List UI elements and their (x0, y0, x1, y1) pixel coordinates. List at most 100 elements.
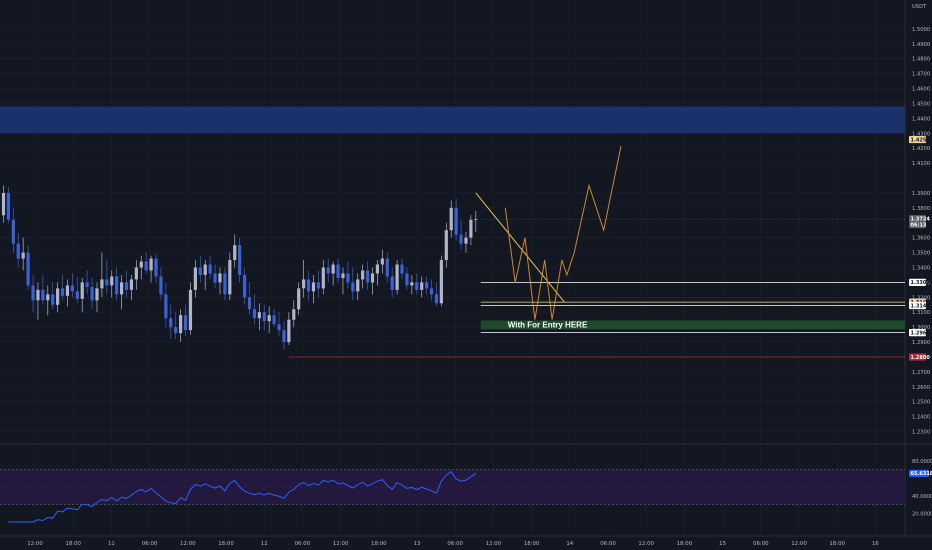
candle-body (110, 276, 114, 286)
candle-body (31, 285, 35, 301)
price-tick-label: 1.4900 (912, 42, 930, 48)
candle-body (154, 258, 158, 277)
entry-zone-label: With For Entry HERE (508, 321, 588, 330)
entry-zone (480, 320, 905, 330)
candle-body (11, 219, 15, 244)
price-tick-label: 1.3000 (912, 325, 930, 331)
candle-body (341, 273, 345, 278)
candle-body (100, 279, 104, 289)
candle-body (36, 289, 40, 301)
time-tick-label: 12:00 (333, 541, 349, 547)
time-tick-label: 15 (719, 541, 726, 547)
time-tick-label: 11 (108, 541, 115, 547)
price-tick-label: 1.3900 (912, 191, 930, 197)
candle-body (444, 230, 448, 261)
rsi-tick-label: 20.0000 (912, 511, 932, 517)
last-price-tag (909, 215, 926, 229)
time-tick-label: 18:00 (65, 541, 81, 547)
candle-body (90, 286, 94, 301)
candle-body (134, 267, 138, 280)
candle-body (188, 289, 193, 331)
time-tick-label: 14 (566, 541, 573, 547)
price-tick-label: 1.4100 (912, 161, 930, 167)
candle-body (385, 258, 389, 277)
price-tick-label: 1.3600 (912, 236, 930, 242)
candle-body (331, 264, 335, 274)
candle-body (56, 288, 60, 305)
price-tick-label: 1.4700 (912, 72, 930, 78)
price-tick-label: 1.2500 (912, 400, 930, 406)
candle-body (405, 273, 409, 286)
candle-body (164, 294, 168, 319)
candle-body (179, 315, 183, 334)
candle-body (449, 207, 453, 231)
candle-body (119, 282, 124, 295)
price-tick-label: 1.3100 (912, 310, 930, 316)
candle-body (292, 309, 296, 320)
candle-body (233, 245, 237, 261)
time-tick-label: 12:00 (791, 541, 807, 547)
candle-body (218, 273, 222, 283)
candle-body (370, 273, 375, 283)
candle-body (174, 327, 178, 334)
candle-body (169, 318, 173, 328)
candle-body (228, 260, 232, 295)
candle-body (60, 288, 65, 296)
candle-body (105, 279, 109, 286)
candle-body (51, 294, 55, 305)
candle-body (70, 285, 74, 292)
candle-body (129, 279, 134, 290)
time-tick-label: 16 (872, 541, 879, 547)
candle-body (425, 282, 429, 289)
candle-body (262, 312, 266, 322)
time-tick-label: 18:00 (829, 541, 845, 547)
candle-body (434, 294, 439, 304)
candle-body (26, 252, 30, 286)
candle-body (326, 267, 330, 274)
price-level-tag (909, 278, 926, 287)
candle-body (400, 264, 404, 274)
candle-body (321, 267, 325, 289)
time-tick-label: 12:00 (27, 541, 43, 547)
time-tick-label: 06:00 (447, 541, 463, 547)
time-tick-label: 12:00 (638, 541, 654, 547)
time-tick-label: 06:00 (142, 541, 158, 547)
candle-body (257, 312, 261, 319)
candle-body (459, 234, 463, 244)
time-tick-label: 18:00 (218, 541, 234, 547)
candle-body (336, 264, 340, 278)
price-tick-label: 1.4300 (912, 131, 930, 137)
time-tick-label: 18:00 (371, 541, 387, 547)
time-tick-label: 06:00 (753, 541, 769, 547)
price-tick-label: 1.4400 (912, 116, 930, 122)
price-tick-label: 1.2700 (912, 370, 930, 376)
candle-body (75, 291, 79, 299)
price-tick-label: 1.4200 (912, 146, 930, 152)
candle-body (375, 264, 380, 274)
candle-body (252, 309, 257, 319)
candle-body (311, 282, 316, 292)
supply-zone (0, 106, 905, 134)
candle-body (21, 252, 25, 259)
price-tick-label: 1.2600 (912, 385, 930, 391)
candle-body (203, 264, 207, 275)
candle-body (415, 282, 419, 290)
candle-body (282, 330, 286, 343)
rsi-value-label: 65.6318 (911, 471, 932, 477)
candle-body (193, 267, 197, 290)
candle-body (316, 282, 320, 289)
candle-body (159, 276, 163, 295)
price-tick-label: 1.2300 (912, 430, 930, 436)
candle-body (420, 282, 424, 290)
price-tick-label: 1.2400 (912, 415, 930, 421)
candle-body (242, 274, 247, 298)
candle-body (115, 276, 119, 295)
price-tick-label: 1.3400 (912, 265, 930, 271)
candle-body (297, 288, 301, 310)
candle-body (149, 258, 153, 271)
candle-body (395, 264, 399, 290)
time-tick-label: 13 (414, 541, 421, 547)
candle-body (410, 282, 414, 286)
